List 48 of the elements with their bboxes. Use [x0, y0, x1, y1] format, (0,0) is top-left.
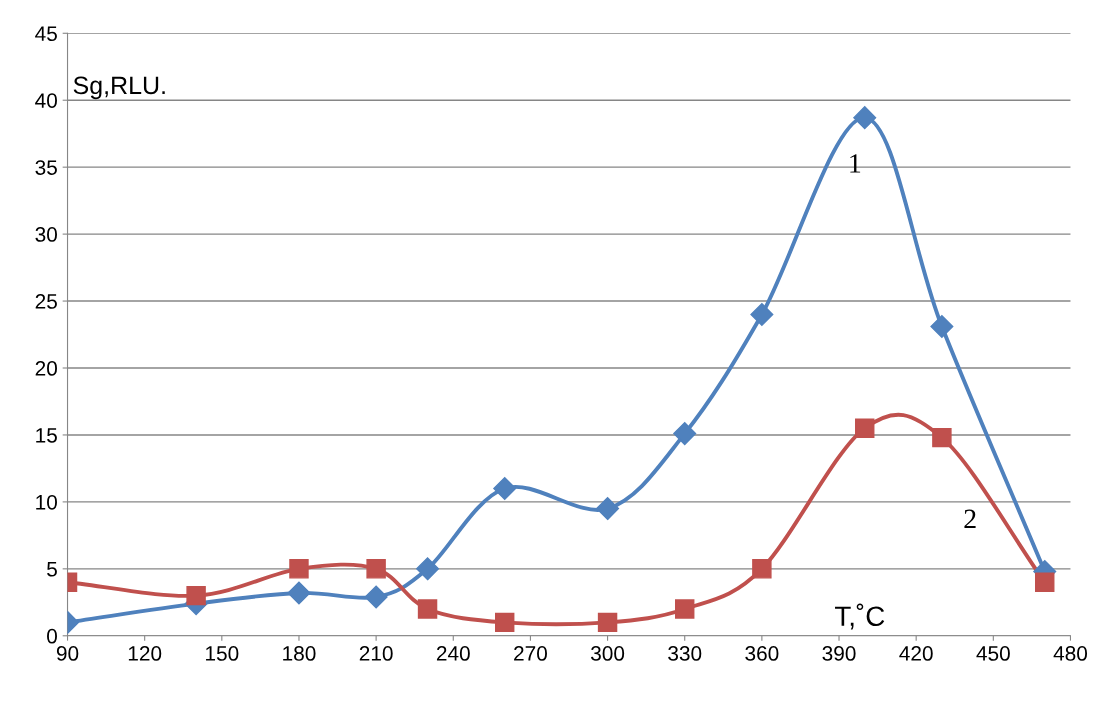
y-tick-label: 45: [35, 26, 57, 42]
point: [417, 599, 438, 619]
point: [596, 497, 620, 521]
x-tick-label: 420: [899, 646, 933, 661]
x-tick-label: 360: [745, 646, 779, 661]
point: [366, 559, 386, 579]
x-tick-label: 330: [668, 646, 702, 661]
x-tick-label: 240: [436, 646, 470, 661]
x-tick-label: 270: [514, 646, 547, 661]
y-axis-title: Sg,RLU.: [73, 76, 165, 100]
point: [364, 585, 388, 609]
x-tick-label: 210: [359, 646, 393, 661]
point: [287, 581, 311, 605]
point: [932, 427, 952, 448]
x-tick-label: 180: [283, 646, 316, 661]
x-tick-label: 390: [822, 646, 856, 661]
point: [674, 599, 695, 619]
y-tick-label: 25: [35, 294, 57, 309]
y-tick-label: 0: [47, 628, 57, 644]
annotation: 2: [964, 509, 976, 528]
point: [853, 106, 877, 130]
point: [186, 585, 206, 606]
point: [493, 477, 517, 501]
y-tick-label: 5: [47, 562, 57, 577]
annotation: 1: [850, 154, 861, 173]
y-tick-label: 30: [35, 227, 57, 242]
point: [289, 559, 309, 579]
y-tick-label: 40: [35, 93, 57, 108]
point: [673, 422, 697, 446]
y-tick-label: 35: [35, 160, 57, 175]
y-tick-label: 10: [36, 494, 57, 510]
x-tick-label: 90: [56, 646, 79, 661]
point: [1035, 572, 1055, 592]
y-tick-label: 20: [35, 361, 57, 376]
x-tick-label: 150: [206, 646, 239, 661]
point: [416, 557, 440, 581]
point: [930, 314, 954, 338]
x-tick-label: 480: [1053, 646, 1088, 661]
point: [494, 612, 515, 633]
x-axis-title: T,˚C: [835, 603, 885, 630]
x-tick-label: 120: [128, 646, 162, 661]
point: [750, 302, 774, 326]
y-tick-label: 15: [36, 428, 57, 443]
point: [752, 559, 772, 579]
x-tick-label: 450: [976, 646, 1010, 661]
x-tick-label: 300: [590, 646, 625, 661]
point: [855, 418, 875, 438]
point: [597, 612, 618, 633]
